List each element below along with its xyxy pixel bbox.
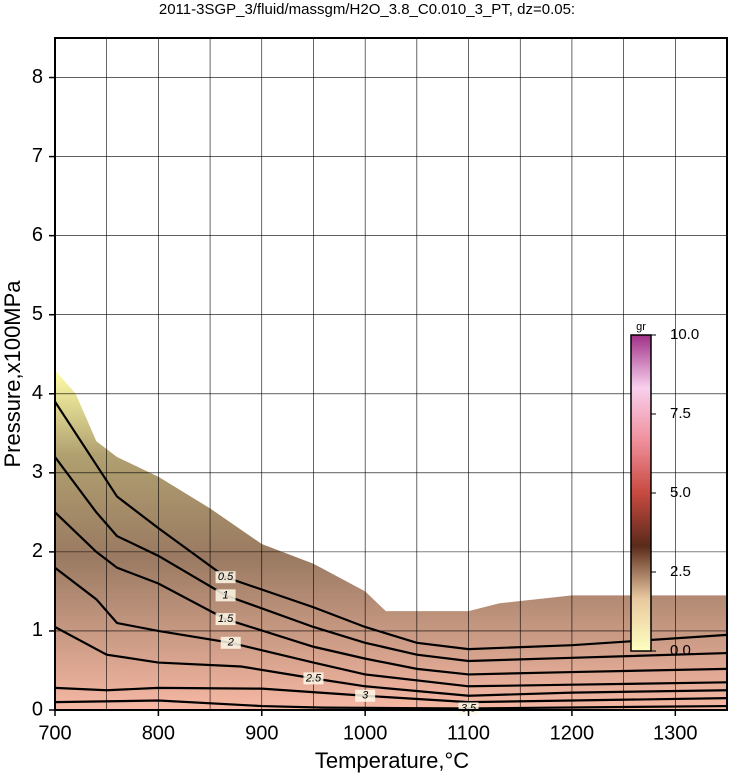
colorbar-tick-label: 7.5 [670,405,691,422]
contour-label: 0.5 [218,571,234,583]
colorbar [630,334,652,652]
y-tick-label: 4 [32,382,43,404]
colorbar-tick-label: 5.0 [670,484,691,501]
x-tick-label: 1000 [343,722,388,744]
y-tick-label: 3 [32,461,43,483]
contour-label-bg [355,689,376,702]
x-axis-label: Temperature,°C [315,748,469,773]
x-tick-label: 800 [142,722,175,744]
contour-line [54,566,728,688]
x-tick-label: 900 [245,722,278,744]
contour-label: 2 [227,637,234,649]
field-domain [55,370,727,710]
colorbar-tick-label: 0.0 [670,642,691,659]
contour-label: 1 [223,589,229,601]
contour-label: 1.5 [218,613,234,625]
x-tick-label: 700 [38,722,71,744]
contour-label: 3 [362,690,369,702]
chart-title: 2011-3SGP_3/fluid/massgm/H2O_3.8_C0.010_… [159,1,575,18]
y-tick-label: 7 [32,145,43,167]
plot-frame [54,37,728,711]
colorbar-label: gr [636,321,646,333]
y-tick-label: 8 [32,66,43,88]
contour-label: 2.5 [305,672,322,684]
y-tick-label: 6 [32,224,43,246]
contour-line [54,699,728,710]
x-tick-label: 1300 [653,722,698,744]
y-tick-label: 2 [32,540,43,562]
contour-label-bg [215,571,236,584]
contour-label-bg [458,702,479,715]
y-tick-label: 0 [32,698,43,720]
contour-line [54,511,728,676]
contour-label-bg [215,589,236,602]
contour-label: 3.5 [461,702,477,714]
colorbar-tick-label: 10.0 [670,326,699,343]
y-tick-label: 5 [32,303,43,325]
y-axis-label: Pressure,x100MPa [0,280,25,468]
contour-label-bg [220,636,241,649]
y-tick-label: 1 [32,619,43,641]
contour-line [54,686,728,704]
contour-line [54,401,728,651]
colorbar-tick-label: 2.5 [670,563,691,580]
x-tick-label: 1100 [447,722,490,744]
contour-label-bg [215,613,236,626]
contour-line [54,456,728,663]
x-tick-label: 1200 [550,722,595,744]
contour-label-bg [303,672,324,685]
